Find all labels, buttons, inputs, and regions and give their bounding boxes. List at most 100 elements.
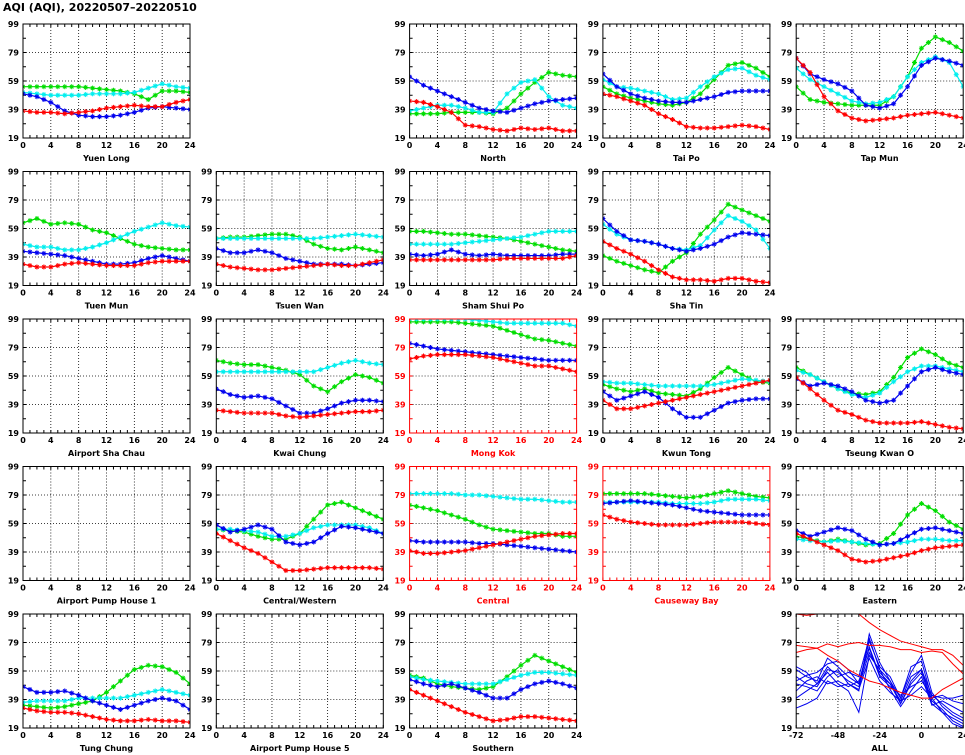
series-blue-marker (476, 105, 482, 111)
series-red-marker (546, 255, 552, 261)
series-green-marker (518, 91, 524, 97)
series-red-marker (110, 104, 116, 110)
series-red-marker (152, 259, 158, 265)
series-cyan-marker (55, 245, 61, 251)
x-tick-label: 8 (656, 289, 662, 298)
marker-stroke (409, 100, 412, 104)
series-cyan-marker (760, 236, 766, 242)
series-green-marker (220, 359, 226, 365)
series-red-marker (884, 116, 890, 122)
plot-frame (602, 171, 771, 286)
series-green-marker (953, 44, 959, 50)
marker-stroke (409, 76, 412, 79)
series-cyan-marker (138, 87, 144, 93)
series-cyan-marker (760, 74, 766, 80)
series-red-marker (497, 256, 503, 262)
series-red-marker (635, 255, 641, 261)
x-tick-label: 4 (48, 289, 54, 298)
series-red-marker (359, 261, 365, 267)
series-red-marker (131, 102, 137, 108)
series-cyan-marker (469, 107, 475, 113)
marker-stroke (602, 222, 606, 225)
series-red-marker (434, 104, 440, 110)
series-cyan-marker (216, 235, 219, 241)
y-tick-label: 59 (781, 77, 793, 86)
series-red-marker (532, 255, 538, 261)
series-red-marker (97, 262, 103, 268)
series-red-marker (711, 125, 717, 131)
series-green-marker (48, 221, 54, 227)
plot-frame (602, 23, 771, 139)
series-green-marker (227, 360, 233, 366)
series-green-marker (27, 218, 33, 224)
series-green-marker (842, 102, 848, 108)
y-tick-label: 79 (201, 344, 213, 353)
x-tick-label: 0 (600, 141, 606, 150)
marker-stroke (216, 262, 219, 265)
series-blue-marker (262, 248, 268, 254)
x-tick-label: 12 (681, 141, 692, 150)
series-red-marker (262, 267, 268, 273)
marker-stroke (409, 74, 412, 78)
series-cyan-marker (110, 91, 116, 97)
y-tick-label: 99 (588, 168, 600, 177)
x-tick-label: 16 (902, 141, 914, 150)
series-red-marker (863, 118, 869, 124)
series-blue-marker (290, 257, 296, 263)
series-cyan-marker (835, 91, 841, 97)
series-cyan-marker (891, 94, 897, 100)
series-cyan-marker (332, 233, 338, 239)
series-red-marker (669, 116, 675, 122)
series-green-marker (311, 241, 317, 247)
series-blue-marker (704, 243, 710, 249)
series-cyan-marker (104, 91, 109, 97)
x-tick-label: 0 (407, 289, 413, 298)
series-cyan-marker (441, 102, 447, 108)
series-green-marker (560, 72, 566, 78)
series-blue-marker (553, 97, 559, 103)
series-blue-marker (642, 95, 648, 101)
series-cyan-marker (842, 94, 848, 100)
marker-stroke (602, 240, 606, 244)
series-red-marker (124, 103, 130, 109)
series-red-marker (690, 124, 696, 130)
series-red-marker (953, 114, 959, 120)
series-blue-marker (41, 250, 47, 256)
series-cyan-marker (511, 85, 517, 91)
series-blue-marker (462, 99, 468, 105)
marker-stroke (602, 217, 606, 221)
plot-frame (215, 171, 384, 286)
series-cyan-marker (539, 230, 545, 236)
marker-stroke (187, 97, 190, 101)
series-green-marker (602, 84, 606, 90)
series-red-marker (539, 126, 545, 132)
series-blue-marker (276, 253, 282, 259)
series-red-marker (676, 120, 682, 126)
series-blue-marker (497, 252, 503, 258)
series-cyan-marker (152, 222, 158, 228)
y-tick-label: 39 (588, 106, 600, 115)
series-red-marker (138, 261, 144, 267)
marker-stroke (23, 222, 26, 225)
y-tick-label: 79 (781, 49, 793, 58)
series-cyan-marker (518, 79, 524, 85)
x-tick-label: 16 (129, 141, 141, 150)
series-blue-marker (90, 114, 96, 120)
marker-stroke (767, 74, 770, 78)
x-tick-label: 4 (435, 141, 441, 150)
marker-stroke (767, 233, 770, 237)
series-cyan-marker (567, 104, 573, 110)
series-blue-marker (41, 97, 47, 103)
series-green-marker (602, 253, 606, 259)
series-red-marker (409, 98, 413, 104)
series-red-marker (602, 238, 606, 244)
series-cyan-marker (690, 89, 696, 95)
series-red-marker (283, 265, 289, 271)
marker-stroke (961, 84, 964, 88)
series-blue-marker (27, 92, 33, 98)
series-cyan-marker (546, 228, 552, 234)
series-blue-marker (635, 93, 641, 99)
series-blue-marker (283, 255, 289, 261)
series-red-marker (669, 274, 675, 280)
series-cyan-marker (525, 78, 531, 84)
